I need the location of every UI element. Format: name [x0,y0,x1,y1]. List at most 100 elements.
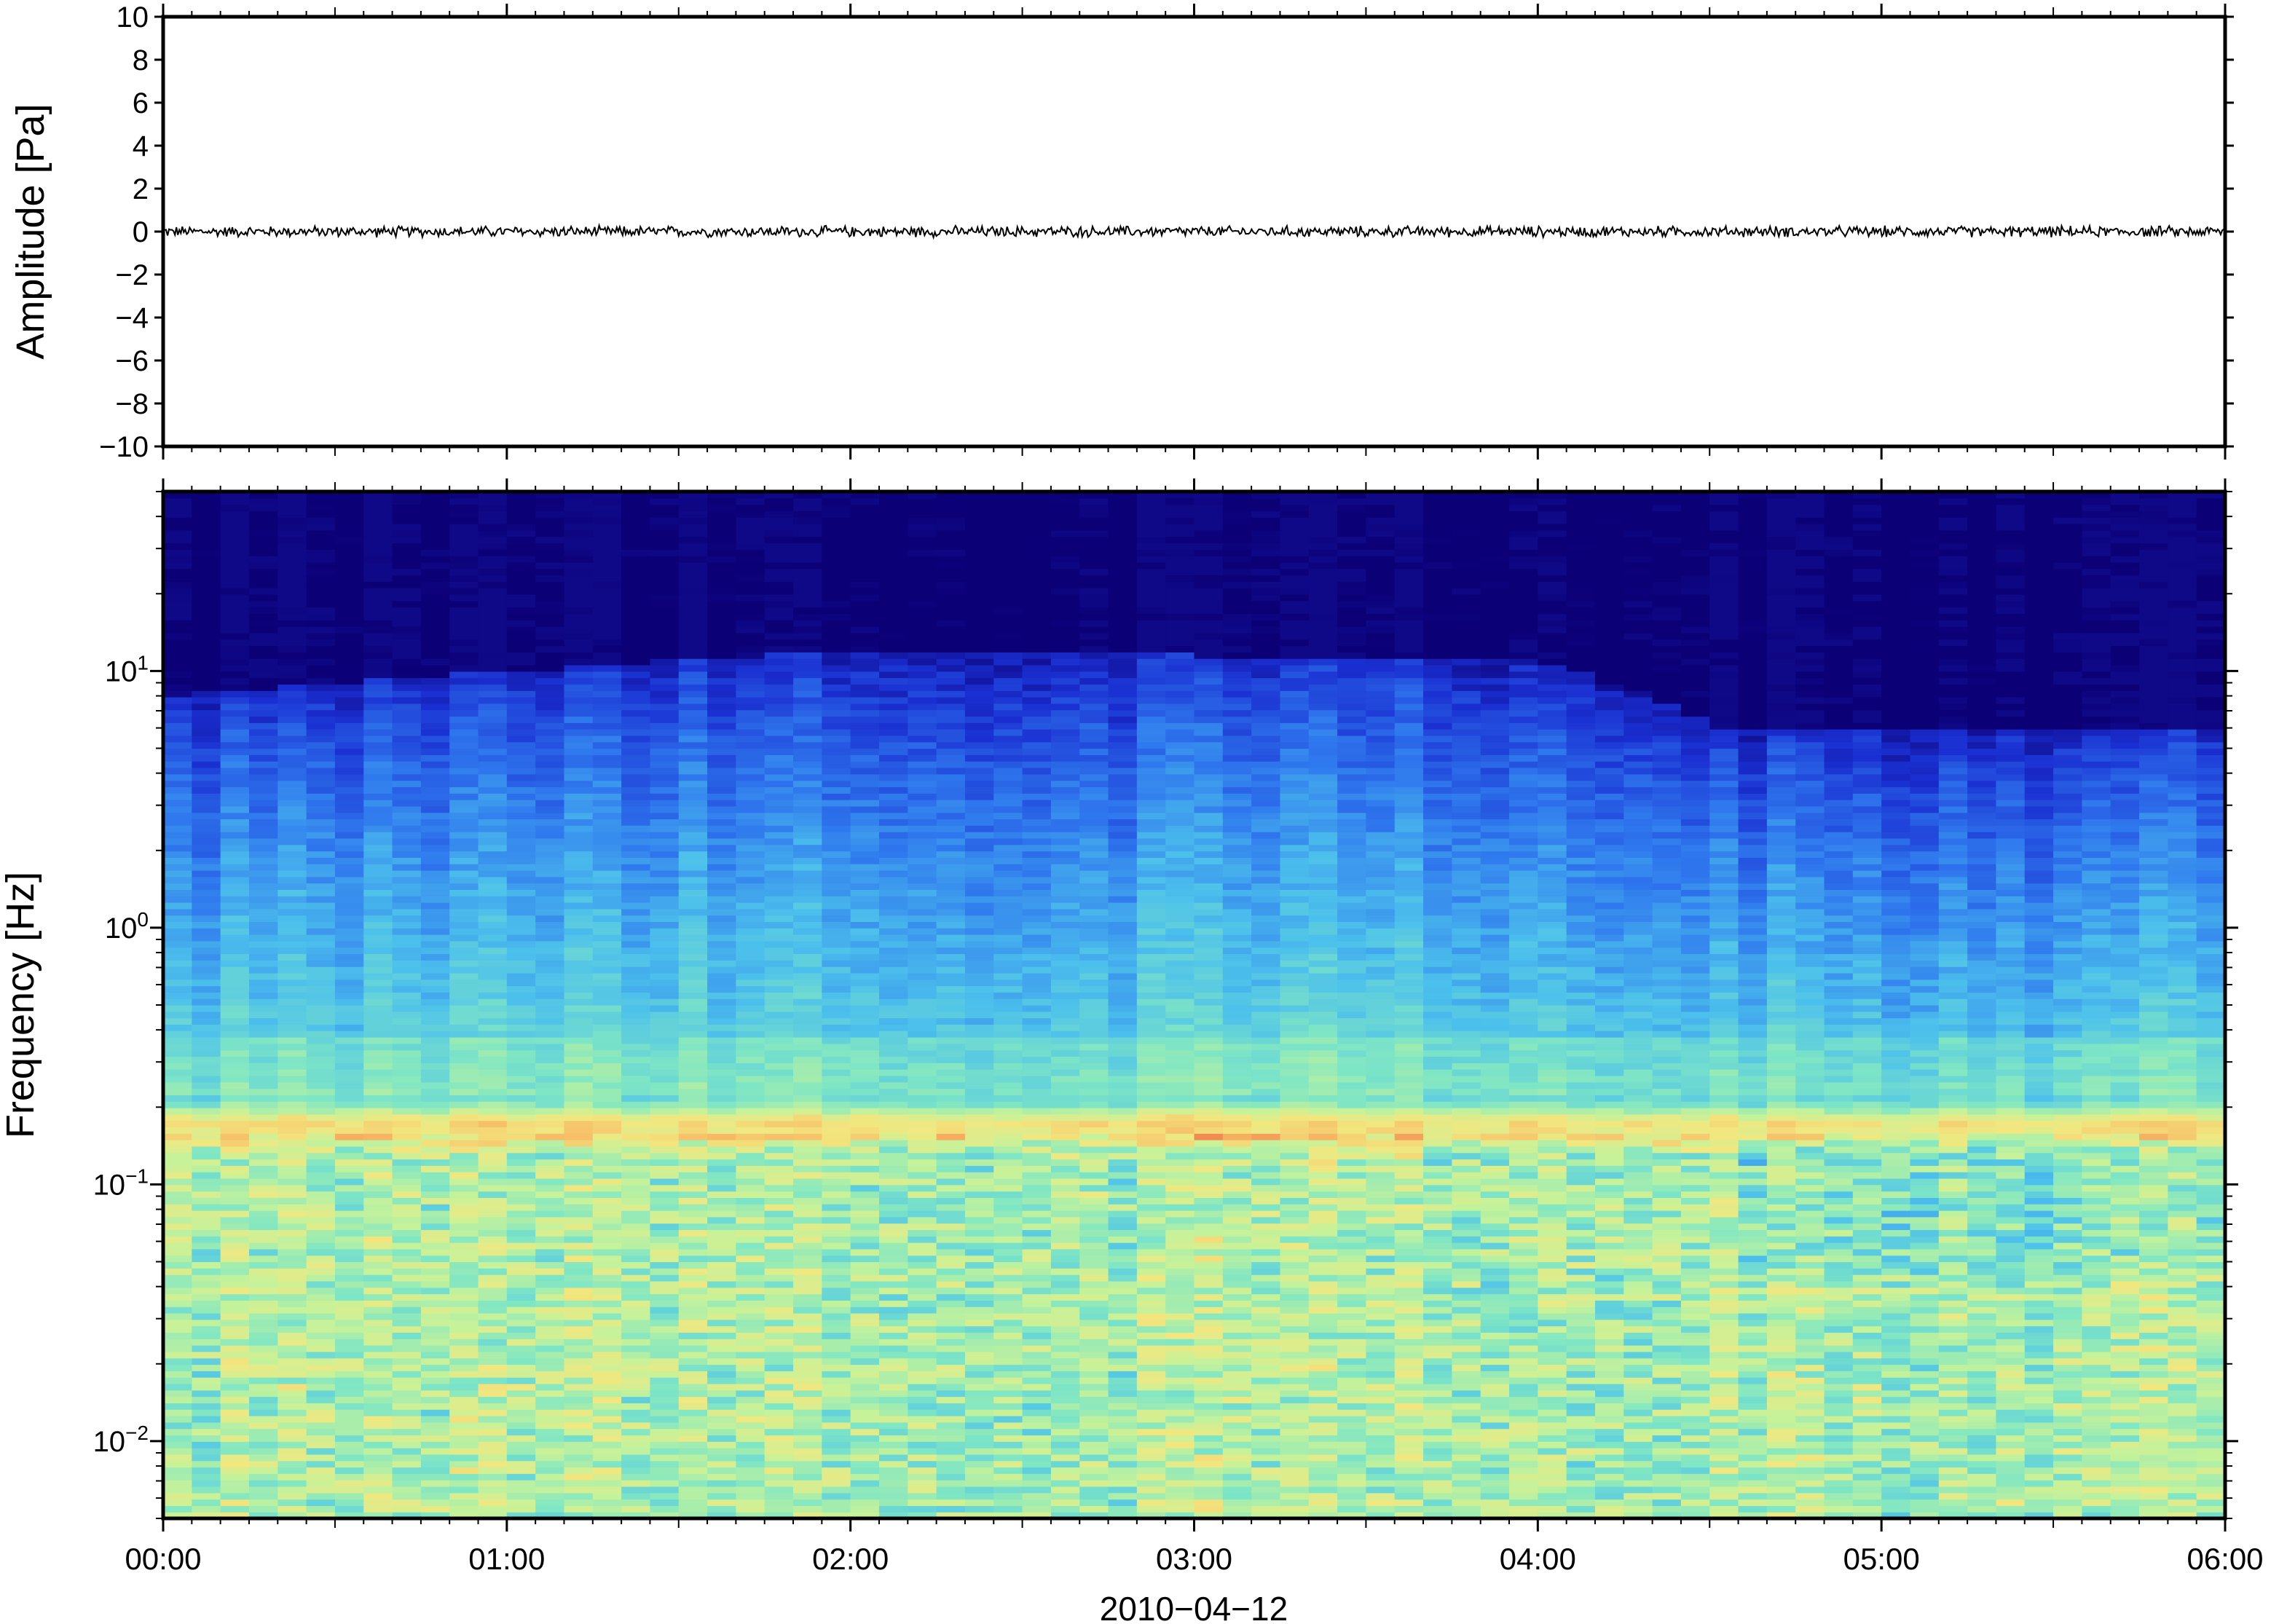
spectrogram-cell [192,1403,221,1410]
spectrogram-cell [736,864,765,871]
spectrogram-cell [334,1197,364,1205]
spectrogram-cell [850,1371,880,1378]
spectrogram-cell [363,960,393,967]
spectrogram-cell [936,524,966,531]
spectrogram-cell [278,947,307,955]
spectrogram-cell [248,626,278,634]
spectrogram-cell [964,658,994,666]
spectrogram-cell [220,511,250,518]
spectrogram-cell [736,1081,765,1089]
spectrogram-cell [936,1422,966,1430]
spectrogram-cell [535,1473,565,1481]
spectrogram-cell [592,915,622,923]
spectrogram-cell [163,524,192,531]
spectrogram-cell [278,1229,307,1237]
spectrogram-cell [478,497,508,505]
spectrogram-cell [621,998,651,1006]
spectrogram-cell [506,1435,536,1442]
spectrogram-cell [363,857,393,864]
spectrogram-cell [478,1159,508,1166]
spectrogram-cell [592,1075,622,1083]
spectrogram-cell [192,972,221,980]
spectrogram-cell [363,511,393,518]
spectrogram-cell [878,1184,908,1192]
spectrogram-cell [736,697,765,704]
spectrogram-cell [220,1017,250,1025]
spectrogram-cell [163,837,192,845]
spectrogram-cell [592,1172,622,1179]
spectrogram-cell [363,1357,393,1365]
spectrogram-cell [363,529,393,537]
spectrogram-cell [420,690,450,698]
spectrogram-cell [993,1261,1023,1269]
spectrogram-cell [163,864,192,871]
spectrogram-cell [908,837,937,845]
spectrogram-cell [993,1300,1023,1307]
spectrogram-cell [363,870,393,878]
spectrogram-cell [850,889,880,896]
spectrogram-cell [192,1268,221,1275]
spectrogram-cell [163,832,192,839]
spectrogram-cell [621,1216,651,1224]
spectrogram-cell [420,524,450,531]
spectrogram-cell [908,1242,937,1250]
spectrogram-cell [564,1043,594,1051]
spectrogram-cell [964,556,994,563]
spectrogram-cell [964,1512,994,1518]
spectrogram-cell [192,497,221,505]
spectrogram-cell [964,1422,994,1430]
spectrogram-cell [908,741,937,749]
spectrogram-cell [420,998,450,1006]
spectrogram-cell [334,761,364,768]
spectrogram-cell [363,1293,393,1301]
spectrogram-cell [793,972,822,980]
spectrogram-cell [220,722,250,730]
spectrogram-cell [192,568,221,576]
spectrogram-cell [793,1448,822,1455]
spectrogram-cell [478,1229,508,1237]
spectrogram-cell [334,832,364,839]
spectrogram-cell [650,1306,680,1314]
spectrogram-cell [736,940,765,948]
spectrogram-cell [908,773,937,781]
spectrogram-cell [220,703,250,711]
spectrogram-cell [964,588,994,595]
spectrogram-cell [793,524,822,531]
spectrogram-cell [993,1088,1023,1095]
spectrogram-cell [449,1416,479,1423]
spectrogram-cell [793,620,822,627]
spectrogram-cell [248,1223,278,1231]
spectrogram-cell [192,1486,221,1494]
spectrogram-cell [878,1037,908,1044]
spectrogram-cell [306,568,336,576]
spectrogram-cell [993,1492,1023,1500]
spectrogram-cell [707,1152,736,1160]
spectrogram-cell [793,812,822,820]
spectrogram-cell [936,1396,966,1403]
spectrogram-cell [564,620,594,627]
spectrogram-cell [850,1172,880,1179]
spectrogram-cell [822,1319,851,1327]
spectrogram-cell [1022,1499,1052,1506]
spectrogram-cell [449,1280,479,1288]
spectrogram-cell [707,896,736,903]
spectrogram-cell [908,645,937,653]
spectrogram-cell [220,671,250,679]
spectrogram-cell [248,1172,278,1179]
spectrogram-cell [449,575,479,582]
spectrogram-cell [964,1287,994,1295]
spectrogram-cell [220,773,250,781]
spectrogram-cell [506,556,536,563]
spectrogram-cell [936,1063,966,1070]
spectrogram-cell [564,1339,594,1346]
spectrogram-cell [363,536,393,544]
spectrogram-cell [535,741,565,749]
spectrogram-cell [850,1416,880,1423]
spectrogram-cell [736,600,765,608]
spectrogram-cell [621,761,651,768]
spectrogram-cell [363,825,393,832]
spectrogram-cell [764,864,794,871]
spectrogram-cell [334,524,364,531]
spectrogram-cell [449,1159,479,1166]
spectrogram-cell [278,722,307,730]
